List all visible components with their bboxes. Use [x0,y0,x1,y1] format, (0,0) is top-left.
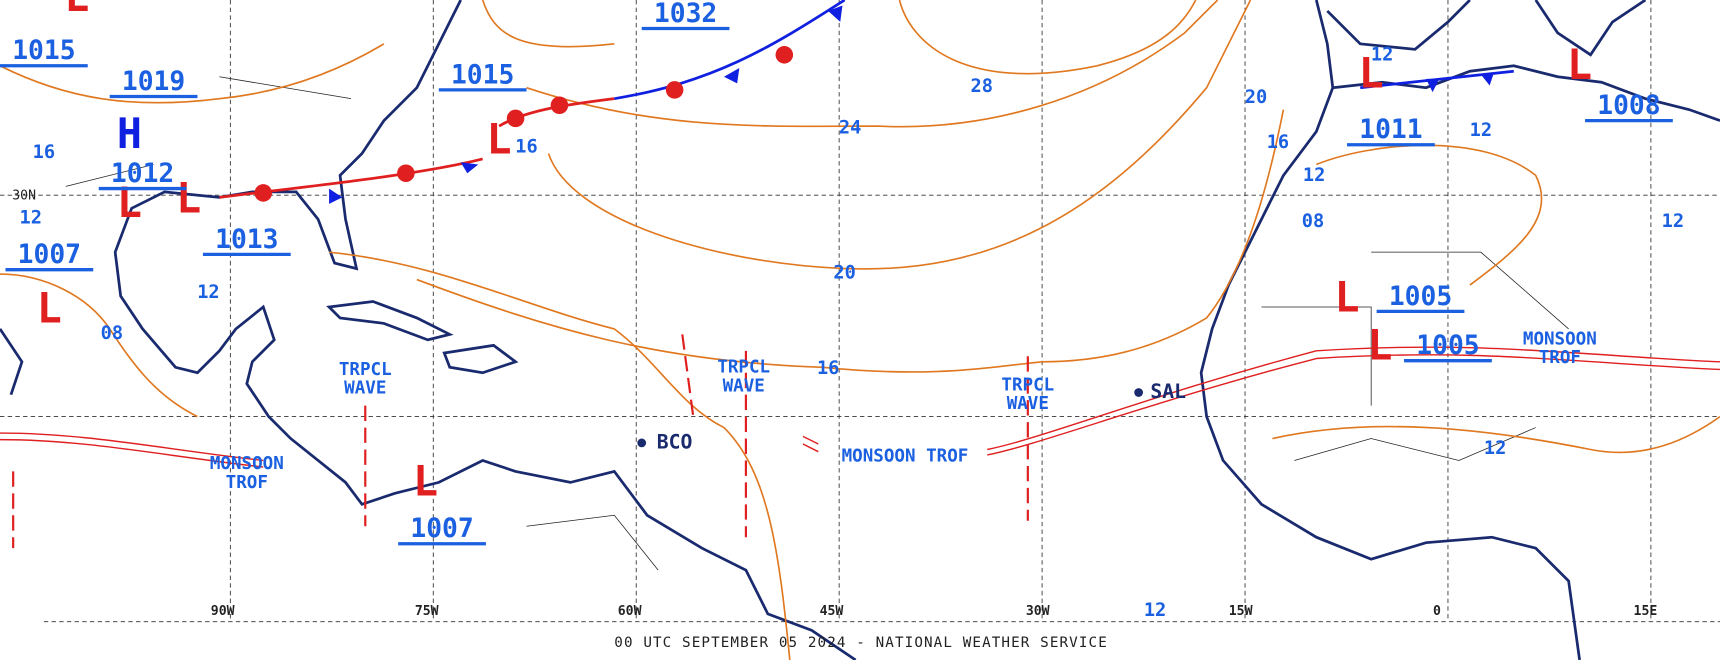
isobar-label: 16 [1267,132,1289,153]
feature-label: TRPCL WAVE [1001,375,1054,414]
pressure-center-letter: L [413,457,438,506]
graticule [0,0,1720,623]
footer: 00 UTC SEPTEMBER 05 2024 - NATIONAL WEAT… [614,635,1108,651]
labels: 90W75W60W45W30W15W015E30NHLLLLLLLLLL1032… [0,0,1684,651]
latitude-label: 30N [12,189,36,204]
isobar-label: 12 [197,282,219,303]
pressure-center-letter: L [1567,40,1592,89]
fronts [219,0,1514,204]
isobar-label: 12 [1303,165,1325,186]
pressure-center-letter: L [1367,321,1392,370]
isobar-label: 08 [1302,211,1324,232]
pressure-value: 1013 [215,225,278,255]
pressure-value: 1019 [122,67,185,97]
longitude-label: 60W [618,604,642,619]
feature-label: MONSOON TROF [842,447,969,467]
pressure-value: 1007 [18,240,81,270]
pressure-value: 1007 [410,514,473,544]
isobar-label: 12 [1470,120,1492,141]
feature-label: TRPCL WAVE [339,360,392,399]
isobar-label: 12 [1484,438,1506,459]
pressure-value: 1008 [1597,91,1660,121]
tropical-waves [12,334,1029,549]
isobar-label: 20 [833,262,855,283]
pressure-value: 1032 [654,0,717,29]
station-label: BCO [657,430,693,453]
station-label: SAL [1150,380,1186,403]
feature-label: MONSOON TROF [1523,329,1597,368]
isobar-label: 16 [515,136,537,157]
isobar-label: 16 [817,358,839,379]
pressure-center-letter: L [37,283,62,332]
pressure-center-letter: L [176,174,201,223]
pressure-value: 1005 [1389,282,1452,312]
longitude-label: 0 [1433,604,1441,619]
station-dots [637,388,1144,448]
isobar-label: 12 [19,208,41,229]
pressure-center-letter: L [1359,49,1384,98]
pressure-center-letter: L [64,0,89,21]
pressure-center-letter: L [487,114,512,163]
pressure-value: 1015 [12,36,75,66]
isobar-label: 12 [1144,600,1166,621]
isobar-label: 08 [101,323,123,344]
pressure-center-letter: L [117,178,142,227]
isobar-label: 16 [33,142,55,163]
pressure-value: 1011 [1359,115,1422,145]
isobar-label: 28 [971,76,993,97]
feature-label: MONSOON TROF [210,454,284,493]
isobar-label: 12 [1371,44,1393,65]
longitude-label: 75W [415,604,439,619]
pressure-value: 1012 [111,159,174,189]
pressure-value: 1015 [451,60,514,90]
feature-label: TRPCL WAVE [717,358,770,397]
pressure-center-letter: L [1334,272,1359,321]
pressure-value: 1005 [1416,331,1479,361]
isobar-label: 12 [1662,211,1684,232]
pressure-center-letter: H [117,109,142,158]
longitude-label: 30W [1026,604,1050,619]
monsoon-trough [0,346,1720,468]
longitude-label: 15W [1229,604,1253,619]
longitude-label: 15E [1634,604,1658,619]
longitude-label: 90W [211,604,235,619]
isobar-label: 24 [839,118,861,139]
isobar-label: 20 [1245,87,1267,108]
borders [65,76,1569,571]
longitude-label: 45W [820,604,844,619]
